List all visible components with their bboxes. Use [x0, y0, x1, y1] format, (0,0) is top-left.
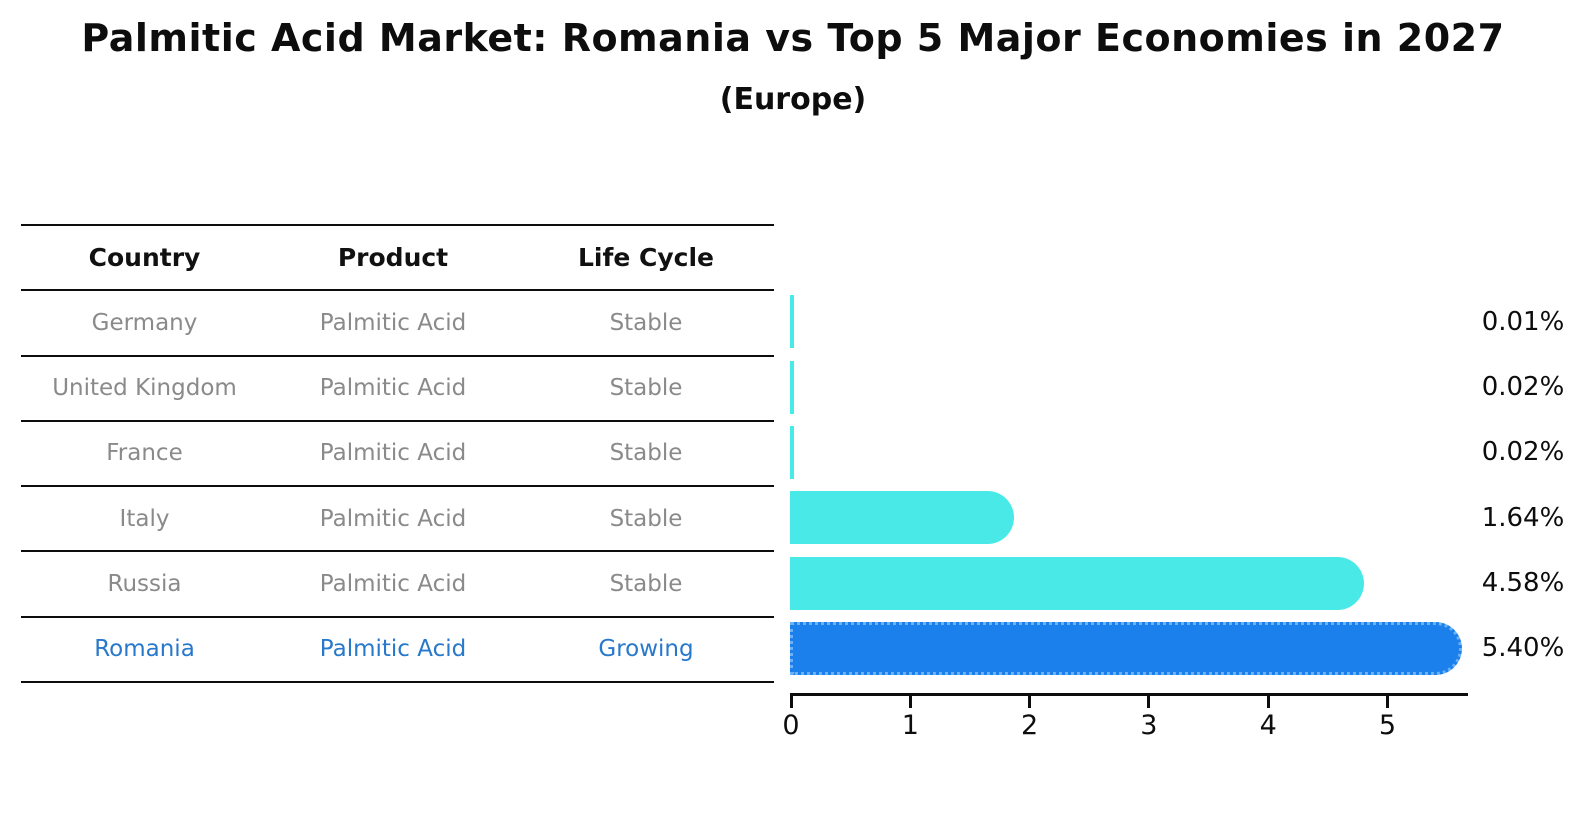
x-tick-label: 3	[1140, 710, 1158, 741]
x-tick-mark	[1147, 696, 1151, 708]
product-cell: Palmitic Acid	[319, 570, 467, 597]
x-tick-mark	[1266, 696, 1270, 708]
country-cell: United Kingdom	[52, 375, 237, 402]
value-label: 1.64%	[1481, 502, 1565, 533]
country-cell: Romania	[94, 636, 195, 663]
table-row: Italy Palmitic Acid Stable	[21, 485, 774, 550]
table-header-row: Country Product Life Cycle	[21, 224, 774, 289]
lifecycle-cell: Stable	[609, 505, 683, 532]
value-label: 0.02%	[1481, 437, 1565, 468]
bar	[790, 621, 1463, 675]
table-row: United Kingdom Palmitic Acid Stable	[21, 354, 774, 420]
table-body: Germany Palmitic Acid Stable United King…	[21, 289, 774, 681]
bar	[790, 425, 794, 479]
lifecycle-cell: Stable	[609, 440, 683, 467]
x-tick-label: 0	[782, 710, 800, 741]
lifecycle-cell: Stable	[609, 570, 683, 597]
x-axis-line	[790, 693, 1468, 696]
header-product: Product	[337, 243, 449, 273]
bar	[790, 556, 1365, 610]
x-tick-label: 5	[1378, 710, 1397, 741]
table-row: Romania Palmitic Acid Growing	[21, 615, 774, 681]
product-cell: Palmitic Acid	[319, 309, 467, 336]
bar	[790, 491, 1014, 545]
country-cell: Germany	[91, 309, 198, 336]
country-cell: Russia	[107, 570, 182, 597]
table-row: France Palmitic Acid Stable	[21, 419, 774, 485]
x-tick-mark	[1028, 696, 1032, 708]
x-tick-label: 4	[1259, 710, 1277, 741]
chart-title: Palmitic Acid Market: Romania vs Top 5 M…	[81, 16, 1505, 60]
x-tick-mark	[789, 696, 793, 708]
table-row: Russia Palmitic Acid Stable	[21, 550, 774, 615]
country-cell: France	[106, 440, 183, 467]
product-cell: Palmitic Acid	[319, 375, 467, 402]
lifecycle-cell: Growing	[598, 636, 694, 663]
bar	[790, 360, 794, 414]
lifecycle-cell: Stable	[609, 375, 683, 402]
x-tick-label: 2	[1021, 710, 1039, 741]
value-label: 5.40%	[1481, 633, 1565, 664]
country-cell: Italy	[119, 505, 170, 532]
product-cell: Palmitic Acid	[319, 505, 467, 532]
bar	[790, 295, 794, 349]
value-label: 4.58%	[1481, 568, 1565, 599]
table-row: Germany Palmitic Acid Stable	[21, 289, 774, 354]
value-label: 0.02%	[1481, 372, 1565, 403]
chart-subtitle: (Europe)	[719, 82, 867, 117]
x-tick-label: 1	[901, 710, 919, 741]
value-label: 0.01%	[1481, 306, 1565, 337]
header-lifecycle: Life Cycle	[577, 243, 715, 273]
lifecycle-cell: Stable	[609, 309, 683, 336]
header-country: Country	[88, 243, 201, 273]
product-cell: Palmitic Acid	[319, 440, 467, 467]
comparison-table: Country Product Life Cycle Germany Palmi…	[21, 224, 774, 683]
x-tick-mark	[1386, 696, 1389, 708]
product-cell: Palmitic Acid	[319, 636, 467, 663]
x-tick-mark	[908, 696, 912, 708]
